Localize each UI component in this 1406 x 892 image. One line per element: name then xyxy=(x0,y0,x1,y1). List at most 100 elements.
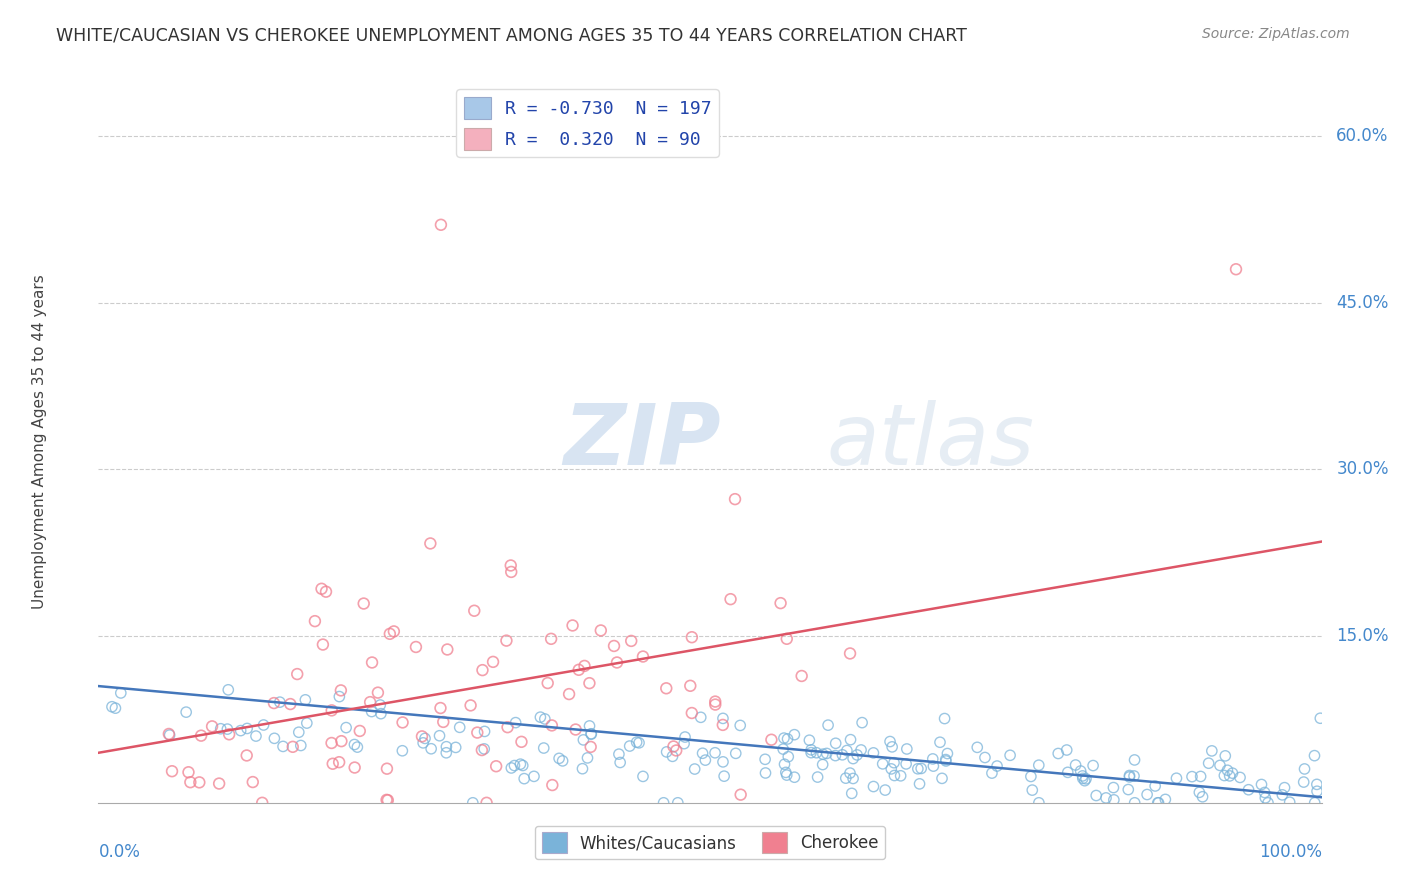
Point xyxy=(540,632,562,646)
Point xyxy=(1028,796,1050,810)
Point xyxy=(776,768,799,782)
Point xyxy=(217,722,239,736)
Point xyxy=(772,742,794,756)
Point xyxy=(846,747,869,762)
Point xyxy=(1222,766,1244,780)
Point xyxy=(839,647,862,661)
Point xyxy=(1219,769,1241,783)
Point xyxy=(449,720,471,734)
Point xyxy=(581,727,603,741)
Point xyxy=(841,786,863,800)
Point xyxy=(429,701,451,715)
Point xyxy=(824,736,846,750)
Point xyxy=(1181,770,1204,784)
Point xyxy=(501,761,523,775)
Point xyxy=(1209,758,1232,772)
Point xyxy=(236,722,259,736)
Point xyxy=(157,727,180,741)
Point xyxy=(1102,793,1125,807)
Point xyxy=(1201,744,1223,758)
Point xyxy=(1123,796,1146,810)
Point xyxy=(1306,784,1329,798)
Point xyxy=(724,492,747,507)
Point xyxy=(883,756,905,770)
Point xyxy=(880,762,903,776)
Point xyxy=(620,634,643,648)
Point xyxy=(862,780,884,794)
Point xyxy=(375,793,398,807)
Point xyxy=(420,741,443,756)
Point xyxy=(159,728,181,742)
Point xyxy=(335,721,357,735)
Point xyxy=(188,775,211,789)
Point xyxy=(343,738,366,752)
Point xyxy=(1085,789,1108,803)
Point xyxy=(411,730,433,744)
Point xyxy=(322,756,344,771)
Point xyxy=(883,768,905,782)
Point xyxy=(1056,743,1078,757)
Point xyxy=(679,679,702,693)
Point xyxy=(104,701,127,715)
Point xyxy=(589,624,612,638)
Point xyxy=(1198,756,1220,771)
Text: 30.0%: 30.0% xyxy=(1336,460,1389,478)
Point xyxy=(110,686,132,700)
Point xyxy=(190,729,212,743)
Point xyxy=(908,777,931,791)
Point xyxy=(730,788,752,802)
Point xyxy=(235,748,257,763)
Point xyxy=(1136,788,1159,802)
Point xyxy=(1047,747,1070,761)
Point xyxy=(1271,788,1294,802)
Text: 15.0%: 15.0% xyxy=(1336,627,1389,645)
Point xyxy=(413,731,436,746)
Point xyxy=(815,747,838,761)
Point xyxy=(929,735,952,749)
Point xyxy=(1166,771,1188,785)
Point xyxy=(1028,758,1050,772)
Point xyxy=(391,744,413,758)
Point xyxy=(1225,262,1247,277)
Point xyxy=(179,775,201,789)
Point xyxy=(578,676,600,690)
Point xyxy=(281,739,304,754)
Point xyxy=(655,745,678,759)
Point xyxy=(1274,780,1296,795)
Point xyxy=(533,741,555,756)
Point xyxy=(252,718,274,732)
Point xyxy=(578,719,600,733)
Point xyxy=(875,783,897,797)
Point xyxy=(851,715,873,730)
Point xyxy=(704,698,727,712)
Text: ZIP: ZIP xyxy=(564,400,721,483)
Point xyxy=(666,796,689,810)
Point xyxy=(986,759,1008,773)
Point xyxy=(290,739,312,753)
Point xyxy=(548,751,571,765)
Point xyxy=(432,714,454,729)
Point xyxy=(773,757,796,772)
Point xyxy=(921,752,943,766)
Point xyxy=(907,762,929,776)
Point xyxy=(1071,769,1094,783)
Point xyxy=(1102,780,1125,795)
Point xyxy=(835,743,858,757)
Point xyxy=(503,758,526,772)
Point xyxy=(160,764,183,779)
Point xyxy=(377,793,399,807)
Point xyxy=(434,746,457,760)
Point xyxy=(499,558,522,573)
Point xyxy=(391,715,413,730)
Point xyxy=(631,769,654,783)
Point xyxy=(472,742,495,756)
Point xyxy=(208,776,231,790)
Point xyxy=(776,632,799,646)
Point xyxy=(1064,758,1087,772)
Point xyxy=(353,597,375,611)
Point xyxy=(271,739,294,754)
Point xyxy=(209,722,232,736)
Point xyxy=(328,755,350,769)
Point xyxy=(564,723,586,737)
Point xyxy=(218,727,240,741)
